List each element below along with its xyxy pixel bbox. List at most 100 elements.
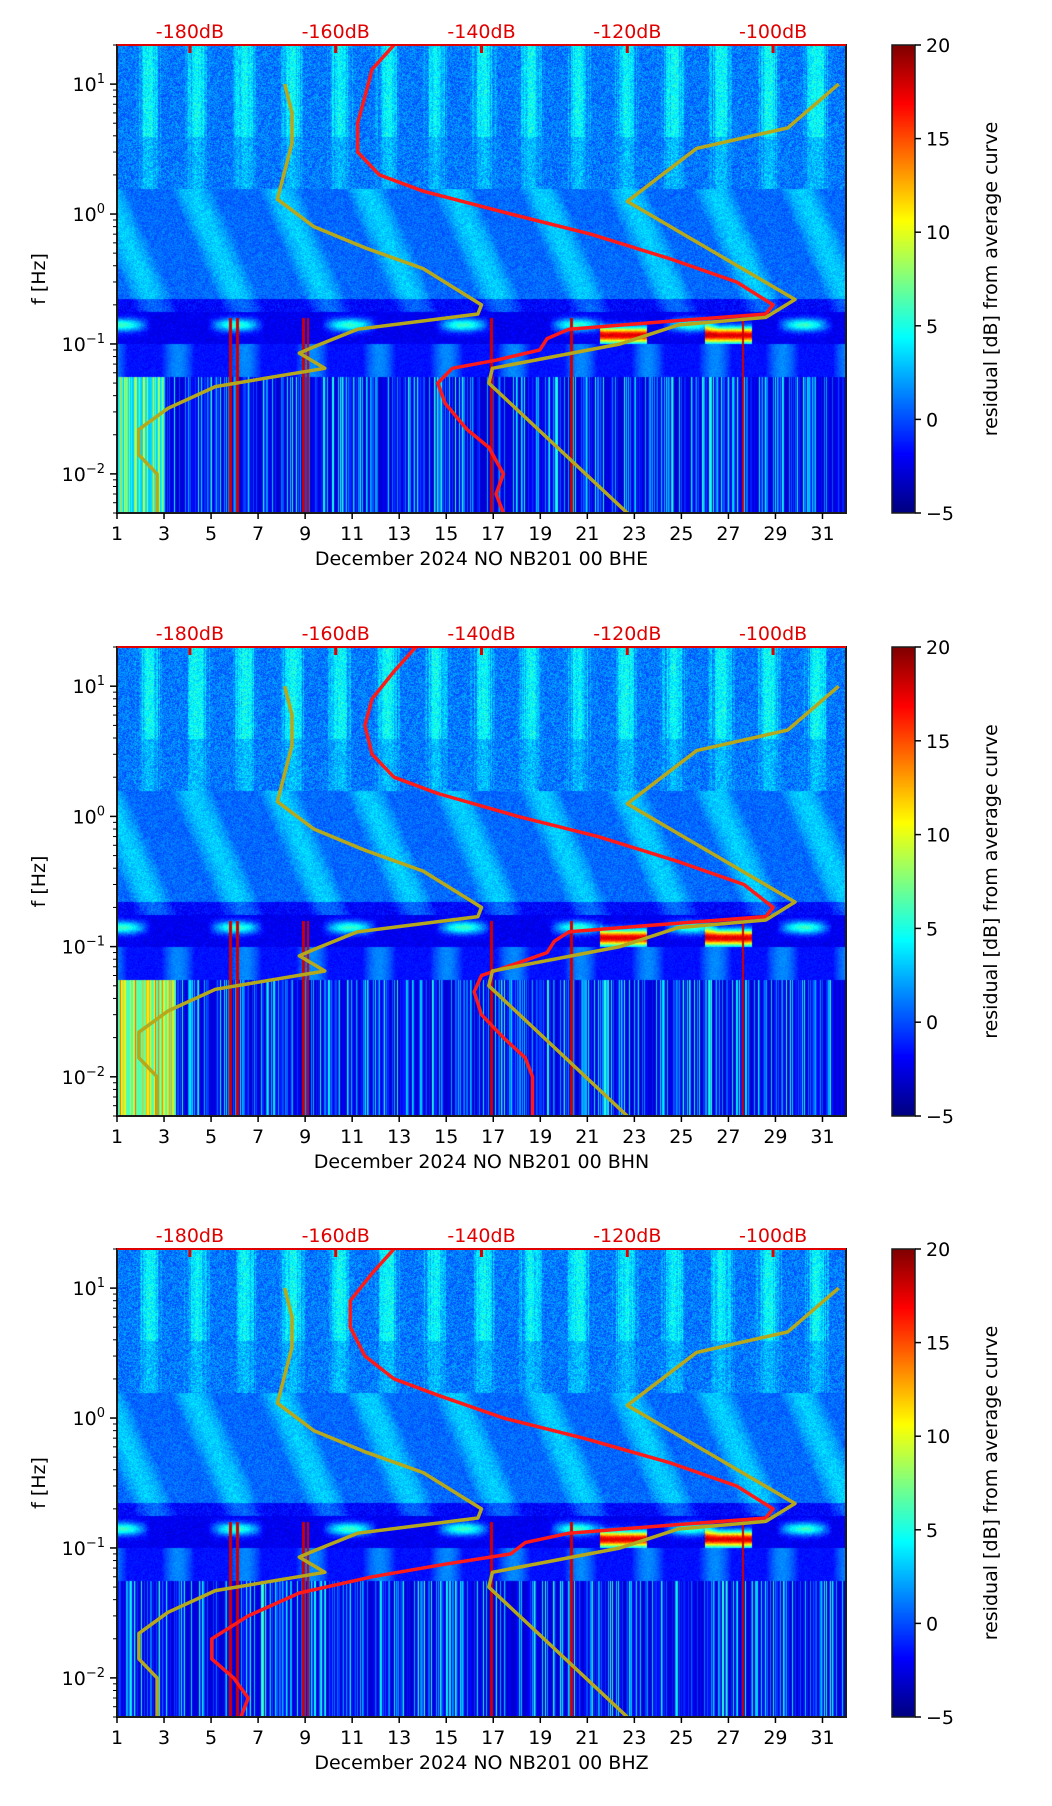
y-tick-base: 10 <box>73 676 97 698</box>
y-tick-base: 10 <box>62 1668 86 1690</box>
y-tick-label: 101 <box>73 1276 105 1300</box>
colorbar-tick-label: 20 <box>926 637 950 659</box>
x-tick-label: 19 <box>528 1126 552 1148</box>
spectrogram-panel-bhz: 1 3 5 7 9 11 13 15 17 19 21 23 25 27 29 31 December 2024… <box>0 1204 1052 1804</box>
y-tick-label: 100 <box>73 202 105 226</box>
y-tick-exponent: 1 <box>97 674 105 689</box>
x-tick-label: 25 <box>669 523 693 545</box>
y-tick-base: 10 <box>73 1408 97 1430</box>
x-tick-label: 27 <box>716 1727 740 1749</box>
y-tick-label: 10−2 <box>62 1065 105 1089</box>
colorbar-tick-label: 10 <box>926 1426 950 1448</box>
colorbar-tick-label: 20 <box>926 1239 950 1261</box>
top-tick-label: -160dB <box>302 21 370 43</box>
top-tick-label: -120dB <box>593 1225 661 1247</box>
x-tick-label: 17 <box>481 1126 505 1148</box>
x-tick-label: 5 <box>205 523 217 545</box>
x-tick-label: 7 <box>252 1126 264 1148</box>
x-axis-label: December 2024 NO NB201 00 BHN <box>314 1151 649 1173</box>
colorbar-tick-label: 5 <box>926 1520 938 1542</box>
y-tick-label: 10−2 <box>62 1666 105 1690</box>
x-tick-label: 23 <box>622 1126 646 1148</box>
x-tick-label: 23 <box>622 523 646 545</box>
x-tick-label: 21 <box>575 1126 599 1148</box>
top-tick-label: -100dB <box>739 623 807 645</box>
x-axis-label: December 2024 NO NB201 00 BHZ <box>314 1752 648 1774</box>
x-tick-label: 7 <box>252 523 264 545</box>
y-axis-label: f [Hz] <box>28 1457 50 1509</box>
x-tick-label: 23 <box>622 1727 646 1749</box>
x-tick-label: 5 <box>205 1727 217 1749</box>
x-tick-label: 13 <box>387 1126 411 1148</box>
x-tick-label: 1 <box>111 523 123 545</box>
colorbar-tick-label: 5 <box>926 316 938 338</box>
x-tick-label: 27 <box>716 523 740 545</box>
colorbar-frame <box>891 646 916 1117</box>
top-tick-label: -180dB <box>156 1225 224 1247</box>
plot-frame <box>116 1248 847 1718</box>
colorbar-frame <box>891 44 916 514</box>
series-line-average-psd <box>355 43 775 514</box>
top-tick-label: -140dB <box>447 1225 515 1247</box>
y-tick-base: 10 <box>73 74 97 96</box>
y-axis-label: f [Hz] <box>28 856 50 908</box>
x-tick-label: 21 <box>575 1727 599 1749</box>
y-tick-label: 10−2 <box>62 462 105 486</box>
x-tick-label: 11 <box>340 1126 364 1148</box>
y-tick-base: 10 <box>73 204 97 226</box>
top-tick-label: -140dB <box>447 623 515 645</box>
y-tick-base: 10 <box>73 1278 97 1300</box>
colorbar-gradient <box>892 647 915 1116</box>
x-tick-label: 31 <box>810 1727 834 1749</box>
top-tick-label: -160dB <box>302 1225 370 1247</box>
colorbar-label: residual [dB] from average curve <box>980 122 1002 437</box>
x-tick-label: 7 <box>252 1727 264 1749</box>
x-tick-label: 1 <box>111 1727 123 1749</box>
x-tick-label: 29 <box>763 1727 787 1749</box>
colorbar-tick-label: 5 <box>926 918 938 940</box>
x-tick-label: 13 <box>387 1727 411 1749</box>
colorbar-tick-label: −5 <box>926 1106 954 1128</box>
x-tick-label: 29 <box>763 523 787 545</box>
y-tick-exponent: −1 <box>86 332 105 347</box>
y-axis-label: f [Hz] <box>28 253 50 305</box>
x-tick-label: 3 <box>158 1727 170 1749</box>
colorbar-tick-label: 0 <box>926 1012 938 1034</box>
colorbar-gradient <box>892 45 915 513</box>
x-tick-label: 27 <box>716 1126 740 1148</box>
colorbar-tick-label: 20 <box>926 35 950 57</box>
y-tick-base: 10 <box>73 806 97 828</box>
y-tick-label: 101 <box>73 72 105 96</box>
x-tick-label: 19 <box>528 523 552 545</box>
y-tick-exponent: −1 <box>86 1536 105 1551</box>
y-tick-label: 10−1 <box>62 332 105 356</box>
x-tick-label: 15 <box>434 1727 458 1749</box>
colorbar-tick-label: 0 <box>926 409 938 431</box>
top-tick-label: -100dB <box>739 21 807 43</box>
colorbar-gradient <box>892 1249 915 1717</box>
x-tick-label: 11 <box>340 523 364 545</box>
y-tick-base: 10 <box>62 937 86 959</box>
y-tick-exponent: 1 <box>97 1276 105 1291</box>
x-tick-label: 5 <box>205 1126 217 1148</box>
spectrogram-image <box>117 647 846 1116</box>
x-tick-label: 31 <box>810 523 834 545</box>
colorbar-tick-label: 10 <box>926 222 950 244</box>
y-tick-exponent: −2 <box>86 462 105 477</box>
x-tick-label: 9 <box>299 1727 311 1749</box>
x-tick-label: 25 <box>669 1727 693 1749</box>
x-tick-label: 9 <box>299 1126 311 1148</box>
y-tick-label: 100 <box>73 804 105 828</box>
y-tick-exponent: 0 <box>97 202 105 217</box>
y-tick-label: 100 <box>73 1406 105 1430</box>
y-tick-label: 101 <box>73 674 105 698</box>
y-tick-base: 10 <box>62 464 86 486</box>
series-line-high-noise-model <box>487 684 840 1118</box>
y-tick-exponent: 0 <box>97 1406 105 1421</box>
x-tick-label: 11 <box>340 1727 364 1749</box>
series-line-low-noise-model <box>137 1287 484 1717</box>
x-tick-label: 3 <box>158 523 170 545</box>
colorbar-tick-label: 15 <box>926 1333 950 1355</box>
x-tick-label: 17 <box>481 1727 505 1749</box>
